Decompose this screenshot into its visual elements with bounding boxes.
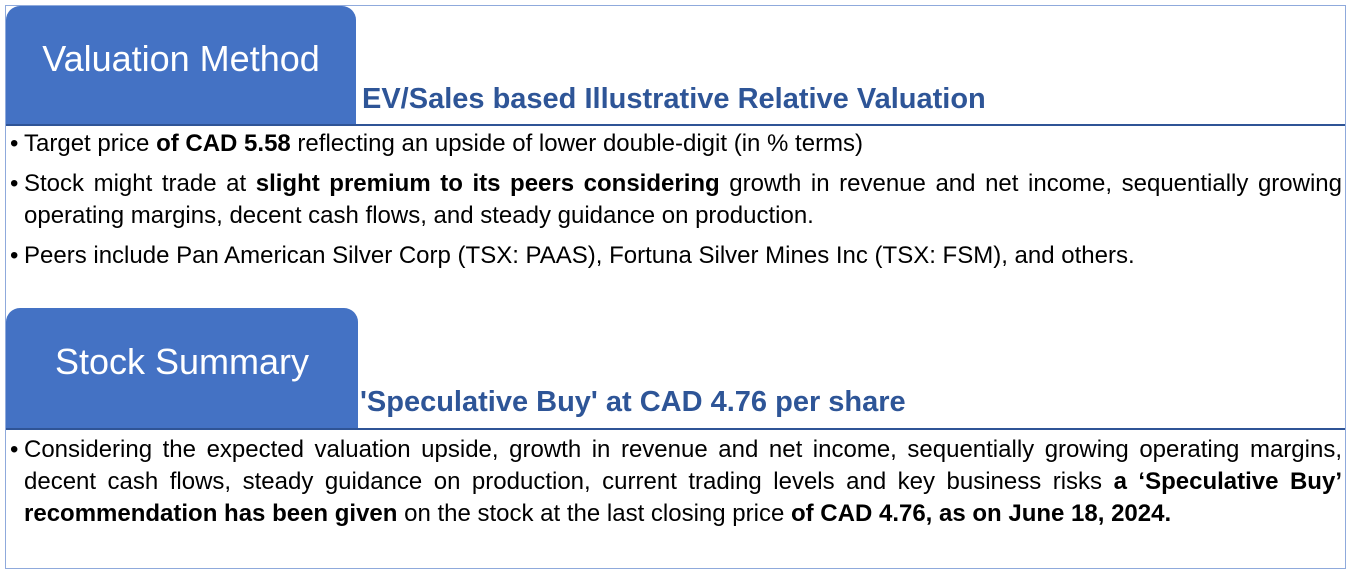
bullet-text: Stock might trade at	[24, 170, 256, 197]
valuation-divider	[6, 124, 1345, 126]
valuation-bullet-target-price: • Target price of CAD 5.58 reflecting an…	[10, 128, 1342, 160]
bullet-dot: •	[10, 436, 19, 463]
bullet-text: Peers include Pan American Silver Corp (…	[24, 242, 1135, 269]
valuation-subtitle: EV/Sales based Illustrative Relative Val…	[362, 83, 986, 115]
summary-bullet-list: • Considering the expected valuation ups…	[10, 434, 1342, 538]
bullet-text: growth in revenue and net income, sequen…	[24, 170, 1342, 229]
bullet-dot: •	[10, 130, 19, 157]
valuation-method-label: Valuation Method	[42, 37, 320, 79]
valuation-method-tab: Valuation Method	[6, 6, 356, 125]
stock-summary-tab: Stock Summary	[6, 308, 358, 429]
bullet-emphasis: slight premium to its peers considering	[255, 170, 720, 197]
bullet-emphasis: of CAD 4.76, as on June 18, 2024.	[790, 500, 1172, 527]
bullet-text: on the stock at the last closing price	[397, 500, 791, 527]
bullet-text: Considering the expected valuation upsid…	[24, 436, 1342, 495]
valuation-bullet-list: • Target price of CAD 5.58 reflecting an…	[10, 128, 1342, 280]
valuation-bullet-peers: • Peers include Pan American Silver Corp…	[10, 240, 1342, 272]
bullet-emphasis: a ‘Speculative Buy’ recommendation has b…	[24, 468, 1342, 527]
bullet-text: reflecting an upside of lower double-dig…	[290, 130, 864, 157]
stock-summary-label: Stock Summary	[54, 340, 310, 382]
bullet-text: Target price	[24, 130, 157, 157]
bullet-dot: •	[10, 170, 19, 197]
summary-bullet-recommendation: • Considering the expected valuation ups…	[10, 434, 1342, 530]
bullet-emphasis: of CAD 5.58	[156, 130, 291, 157]
summary-divider	[6, 428, 1345, 430]
valuation-bullet-premium: • Stock might trade at slight premium to…	[10, 168, 1342, 232]
bullet-dot: •	[10, 242, 19, 269]
summary-subtitle: 'Speculative Buy' at CAD 4.76 per share	[360, 386, 906, 418]
content-frame	[5, 5, 1346, 569]
